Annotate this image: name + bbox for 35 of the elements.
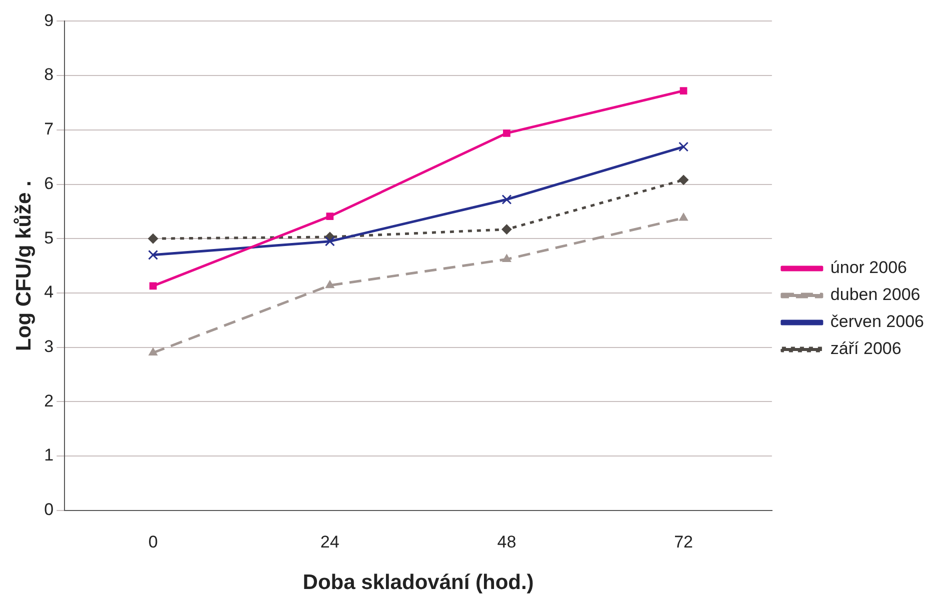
point — [325, 280, 334, 288]
point — [326, 212, 334, 220]
point — [502, 254, 512, 262]
legend-label: červen 2006 — [830, 312, 924, 332]
y-tick-label: 2 — [44, 391, 54, 410]
legend-label: duben 2006 — [830, 285, 920, 304]
x-axis-title: Doba skladování (hod.) — [302, 571, 534, 594]
point — [503, 129, 510, 137]
x-tick-label: 48 — [497, 532, 516, 552]
point — [502, 194, 512, 204]
point — [324, 236, 335, 246]
legend-label: září 2006 — [830, 339, 902, 358]
point — [679, 212, 688, 221]
point — [149, 282, 157, 290]
legend-label: únor 2006 — [830, 258, 908, 278]
y-tick-label: 5 — [44, 228, 54, 248]
point — [678, 174, 689, 185]
y-tick-label: 8 — [44, 65, 54, 84]
point — [502, 224, 512, 234]
y-tick-label: 1 — [44, 446, 54, 465]
point — [678, 142, 689, 152]
point — [148, 234, 158, 244]
y-tick-label: 9 — [44, 10, 54, 30]
x-tick-label: 72 — [674, 532, 693, 552]
y-tick-label: 7 — [44, 120, 54, 139]
x-tick-label: 24 — [320, 532, 340, 552]
point — [148, 348, 158, 356]
point — [680, 87, 688, 94]
y-tick-label: 4 — [44, 282, 54, 302]
point — [148, 250, 158, 260]
y-tick-label: 3 — [44, 337, 54, 356]
x-tick-label: 0 — [148, 532, 158, 552]
y-tick-label: 0 — [44, 500, 54, 520]
y-axis-title: Log CFU/g kůže . — [12, 180, 36, 351]
y-tick-label: 6 — [44, 174, 54, 193]
